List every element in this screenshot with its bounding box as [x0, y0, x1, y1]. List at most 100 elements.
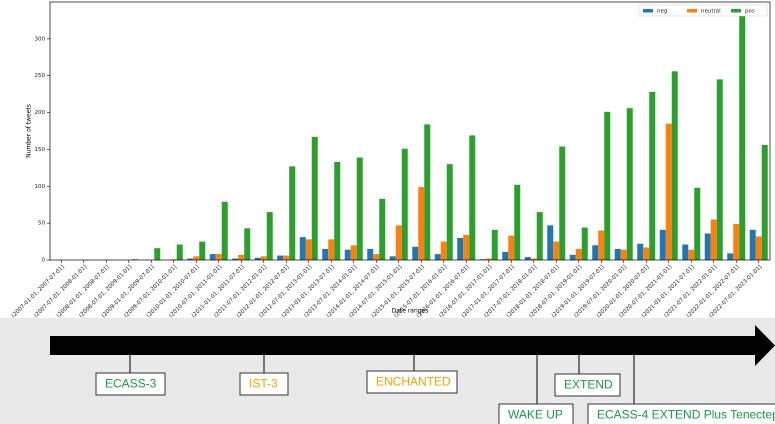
- bar: [536, 212, 543, 260]
- bar: [170, 259, 177, 260]
- bar: [761, 145, 768, 260]
- x-axis-label: Date ranges: [392, 308, 429, 315]
- bar: [389, 256, 396, 260]
- bar: [244, 228, 251, 260]
- bar: [322, 248, 329, 260]
- bar: [575, 248, 582, 260]
- bar: [592, 245, 599, 260]
- bar: [238, 254, 245, 260]
- y-axis-label: Number of tweets: [26, 104, 33, 158]
- bar: [379, 198, 386, 260]
- bar: [260, 256, 267, 260]
- bar: [193, 256, 200, 260]
- bar: [424, 124, 431, 260]
- bar: [344, 249, 351, 260]
- legend-swatch: [687, 9, 697, 13]
- bar: [530, 258, 537, 260]
- bar: [401, 148, 408, 260]
- trial-label: WAKE UP: [508, 408, 563, 422]
- legend-label: neg: [657, 9, 667, 15]
- bar: [254, 257, 261, 260]
- bar: [749, 229, 756, 260]
- trial-box: [366, 370, 458, 394]
- bar: [581, 227, 588, 260]
- bar: [266, 212, 273, 260]
- bar: [434, 254, 441, 260]
- trial-label: ECASS-4 EXTEND Plus Tenecteplase: [597, 408, 775, 422]
- bar: [626, 108, 633, 260]
- y-tick-label: 0: [42, 258, 46, 264]
- legend-box: [638, 4, 768, 17]
- bar: [440, 241, 447, 260]
- bar: [665, 123, 672, 260]
- bar: [704, 233, 711, 260]
- bar: [283, 255, 290, 260]
- bar: [479, 259, 486, 260]
- trial-label: IST-3: [249, 377, 278, 391]
- y-tick-label: 150: [35, 147, 46, 153]
- y-tick-label: 200: [35, 110, 46, 116]
- bar: [187, 258, 194, 260]
- bar: [547, 225, 554, 260]
- bar: [176, 244, 183, 260]
- timeline-arrow-head: [755, 325, 775, 366]
- bar: [739, 14, 746, 260]
- bar: [334, 161, 341, 260]
- bar: [215, 254, 222, 260]
- y-tick-label: 250: [35, 73, 46, 79]
- legend-swatch: [643, 9, 653, 13]
- trial-box: [239, 372, 289, 396]
- bar: [350, 245, 357, 260]
- bar: [710, 219, 717, 260]
- bar: [418, 187, 425, 260]
- trial-label: ECASS-3: [105, 377, 157, 391]
- bar: [491, 229, 498, 260]
- bar: [463, 234, 470, 260]
- y-tick-label: 100: [35, 184, 46, 190]
- bar: [508, 235, 515, 260]
- bar: [553, 241, 560, 260]
- bar: [755, 236, 762, 260]
- bar: [412, 246, 419, 260]
- bar: [154, 248, 161, 260]
- bar: [356, 157, 363, 260]
- timeline-arrow-shaft: [50, 336, 760, 355]
- bar: [688, 249, 695, 260]
- bar: [694, 187, 701, 260]
- bar: [598, 230, 605, 260]
- y-tick-label: 50: [38, 221, 45, 227]
- bar: [682, 244, 689, 260]
- legend-label: neutral: [701, 9, 721, 15]
- bar: [524, 257, 531, 260]
- bar: [373, 254, 380, 260]
- bar: [649, 91, 656, 260]
- legend-swatch: [731, 9, 741, 13]
- bar: [367, 248, 374, 260]
- bar: [659, 229, 666, 260]
- bar: [671, 71, 678, 260]
- bar: [299, 237, 306, 260]
- bar: [733, 223, 740, 260]
- bar: [209, 254, 216, 260]
- bar: [311, 136, 318, 260]
- bar: [727, 253, 734, 260]
- bar: [637, 243, 644, 260]
- bar: [620, 249, 627, 260]
- trial-box: [554, 373, 621, 397]
- bar: [221, 201, 228, 260]
- bar: [643, 247, 650, 260]
- bar: [457, 237, 464, 260]
- bar: [277, 255, 284, 260]
- bar: [131, 259, 138, 260]
- trial-box: [95, 372, 166, 396]
- bar: [502, 251, 509, 260]
- bar: [716, 79, 723, 261]
- legend: neg neutral pos: [638, 4, 768, 17]
- bar: [485, 258, 492, 260]
- y-tick-label: 300: [35, 36, 46, 42]
- bar: [305, 239, 312, 260]
- trial-label: ENCHANTED: [376, 375, 451, 389]
- bar: [604, 111, 611, 260]
- trial-label: EXTEND: [564, 378, 613, 392]
